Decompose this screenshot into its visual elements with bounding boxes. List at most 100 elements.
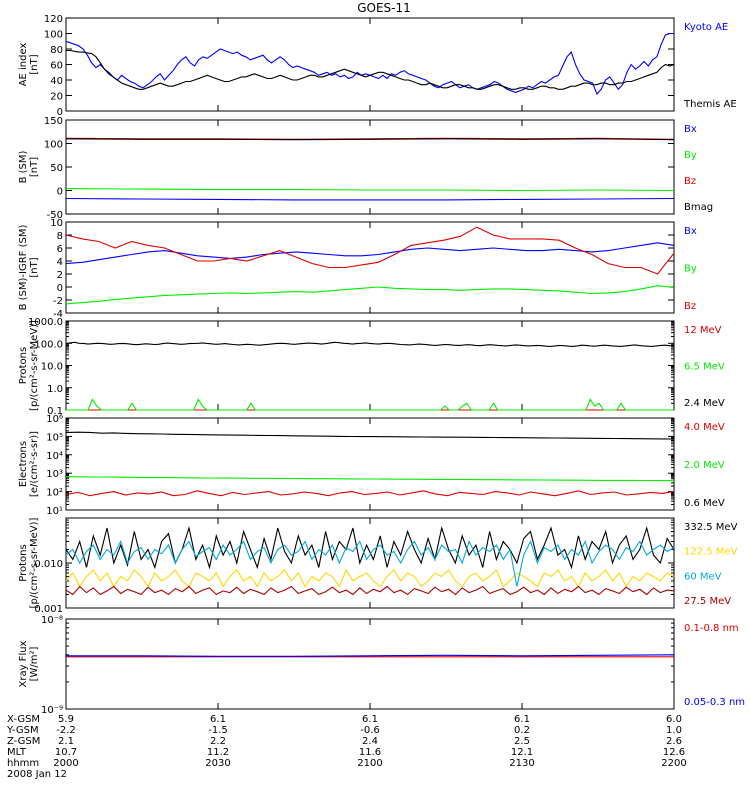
x-row-value: 2000 xyxy=(53,758,78,769)
legend-label: 0.05-0.3 nm xyxy=(684,697,745,708)
y-tick-label: 0.1 xyxy=(47,406,63,417)
y-axis-label: AE index xyxy=(18,43,29,87)
series-line-332-5-mev xyxy=(65,525,675,570)
panel-protons-high: 0.001 0.010 Protons [p/(cm²-s-sr-MeV)] 332.5… xyxy=(18,517,738,615)
x-row-label: Z-GSM xyxy=(7,736,40,747)
y-tick-label: 150 xyxy=(44,116,63,127)
date-label: 2008 Jan 12 xyxy=(7,769,67,780)
y-axis-label: Electrons xyxy=(18,441,29,487)
x-row-value: 10.7 xyxy=(55,747,77,758)
series-line-4-0-mev xyxy=(65,490,675,497)
x-row-value: 2.4 xyxy=(362,736,378,747)
panel-xray: 10⁻⁹ 10⁻⁸ Xray Flux [W/m²] 0.1-0.8 nm 0.05-0.… xyxy=(18,615,745,716)
y-axis-label: [W/m²] xyxy=(29,646,40,681)
y-tick-label: -4 xyxy=(53,309,63,320)
y-axis-label: B (SM) xyxy=(18,150,29,183)
y-tick-label: 8 xyxy=(57,231,63,242)
legend-label: 332.5 MeV xyxy=(684,522,738,533)
y-tick-label: 10⁴ xyxy=(46,451,63,462)
series-line-bz xyxy=(65,226,675,275)
plot-title: GOES-11 xyxy=(357,1,411,15)
x-row-value: 6.0 xyxy=(666,714,682,725)
y-tick-label: 100 xyxy=(44,140,63,151)
legend-label: 4.0 MeV xyxy=(684,422,725,433)
y-axis-label: Xray Flux xyxy=(18,640,29,687)
y-tick-label: 100 xyxy=(44,30,63,41)
x-row-value: 2.2 xyxy=(210,736,226,747)
y-tick-label: 0.001 xyxy=(34,604,63,615)
x-row-value: 5.9 xyxy=(58,714,74,725)
panel-electrons: 10¹ 10² 10³ 10⁴ 10⁵ 10⁶ Electrons [e/(cm²-s-sr)… xyxy=(18,414,725,517)
series-line-2-0-mev xyxy=(65,476,674,482)
y-tick-label: 0 xyxy=(57,187,63,198)
x-row-value: -0.6 xyxy=(360,725,380,736)
series-line-122-5-mev xyxy=(65,568,675,588)
y-tick-label: 2 xyxy=(57,270,63,281)
x-row-value: 6.1 xyxy=(514,714,530,725)
legend-label: Bz xyxy=(684,301,696,312)
x-row-value: 6.1 xyxy=(362,714,378,725)
series-line-27-5-mev xyxy=(65,585,675,596)
y-axis-label: Protons xyxy=(18,544,29,581)
y-axis-label: [nT] xyxy=(29,257,40,277)
series-line-6-5-mev xyxy=(66,398,674,411)
panel-frame xyxy=(65,517,675,609)
series-line-2-4-mev xyxy=(65,341,675,347)
y-tick-label: 0 xyxy=(57,283,63,294)
x-row-value: 11.2 xyxy=(207,747,229,758)
legend-label: 6.5 MeV xyxy=(684,362,725,373)
y-tick-label: 4 xyxy=(57,257,63,268)
y-tick-label: 0 xyxy=(57,107,63,118)
y-tick-label: 20 xyxy=(50,92,63,103)
panel-frame xyxy=(65,17,675,112)
y-tick-label: 10⁻⁹ xyxy=(41,705,63,716)
legend-label: 2.0 MeV xyxy=(684,460,725,471)
y-tick-label: 100.0 xyxy=(34,339,63,350)
x-row-value: 6.1 xyxy=(210,714,226,725)
y-tick-label: 10 xyxy=(50,218,63,229)
legend-label: 122.5 MeV xyxy=(684,547,738,558)
y-tick-label: -2 xyxy=(53,296,63,307)
series-line-0-6-mev xyxy=(65,431,675,440)
y-axis-label: [p/(cm²-s-sr-MeV)] xyxy=(29,517,40,608)
x-row-value: 2030 xyxy=(205,758,230,769)
y-tick-label: 10.0 xyxy=(41,362,63,373)
x-row-value: 2.1 xyxy=(58,736,74,747)
x-row-label: hhmm xyxy=(7,758,39,769)
legend-label: Themis AE xyxy=(683,99,737,110)
y-tick-label: -50 xyxy=(47,210,63,221)
x-row-value: -1.5 xyxy=(208,725,228,736)
y-axis-label: [nT] xyxy=(29,54,40,74)
x-row-label: MLT xyxy=(7,747,27,758)
y-tick-label: 80 xyxy=(50,45,63,56)
y-tick-label: 10² xyxy=(46,488,63,499)
series-line-by xyxy=(65,188,675,192)
x-row-value: 12.6 xyxy=(663,747,685,758)
panel-frame xyxy=(65,320,675,411)
series-line-60-mev xyxy=(65,540,675,587)
legend-label: 0.6 MeV xyxy=(684,498,725,509)
series-line-bmag xyxy=(65,138,675,141)
x-row-label: Y-GSM xyxy=(6,725,39,736)
panel-b: -50 0 50 100 150 B (SM) [nT] Bx By Bz Bmag xyxy=(18,116,713,221)
y-tick-label: 1000.0 xyxy=(28,317,63,328)
series-line-0-05-0-3-nm xyxy=(66,654,675,657)
y-tick-label: 50 xyxy=(50,163,63,174)
y-tick-label: 10³ xyxy=(46,469,63,480)
legend-label: Kyoto AE xyxy=(684,22,728,33)
x-row-value: 2200 xyxy=(661,758,686,769)
legend-label: Bx xyxy=(684,124,697,135)
y-axis-label: Protons xyxy=(18,347,29,384)
panel-frame xyxy=(65,417,675,511)
legend-label: 2.4 MeV xyxy=(684,398,725,409)
x-row-value: -2.2 xyxy=(56,725,76,736)
series-line-themis-ae xyxy=(66,49,675,90)
x-row-value: 1.0 xyxy=(666,725,682,736)
legend-label: 0.1-0.8 nm xyxy=(684,623,739,634)
y-tick-label: 60 xyxy=(50,61,63,72)
legend-label: By xyxy=(684,150,697,161)
legend-label: Bx xyxy=(684,226,697,237)
x-row-value: 11.6 xyxy=(359,747,381,758)
panel-frame xyxy=(65,221,675,314)
